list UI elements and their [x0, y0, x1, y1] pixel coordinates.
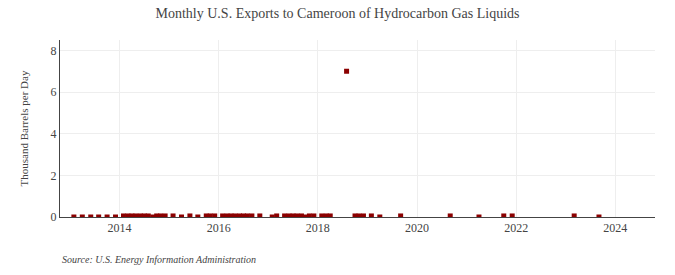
svg-text:2022: 2022 [504, 221, 528, 235]
svg-text:2: 2 [51, 169, 57, 183]
svg-text:2016: 2016 [207, 221, 231, 235]
svg-text:2014: 2014 [108, 221, 132, 235]
svg-text:2018: 2018 [306, 221, 330, 235]
svg-text:6: 6 [51, 85, 57, 99]
svg-text:Source: U.S. Energy Informatio: Source: U.S. Energy Information Administ… [62, 254, 256, 265]
svg-text:8: 8 [51, 44, 57, 58]
svg-text:2020: 2020 [405, 221, 429, 235]
svg-text:Thousand Barrels per Day: Thousand Barrels per Day [18, 70, 30, 186]
svg-text:Monthly U.S. Exports to Camero: Monthly U.S. Exports to Cameroon of Hydr… [156, 6, 520, 21]
svg-text:0: 0 [51, 210, 57, 224]
svg-text:2024: 2024 [603, 221, 627, 235]
svg-text:4: 4 [51, 127, 57, 141]
